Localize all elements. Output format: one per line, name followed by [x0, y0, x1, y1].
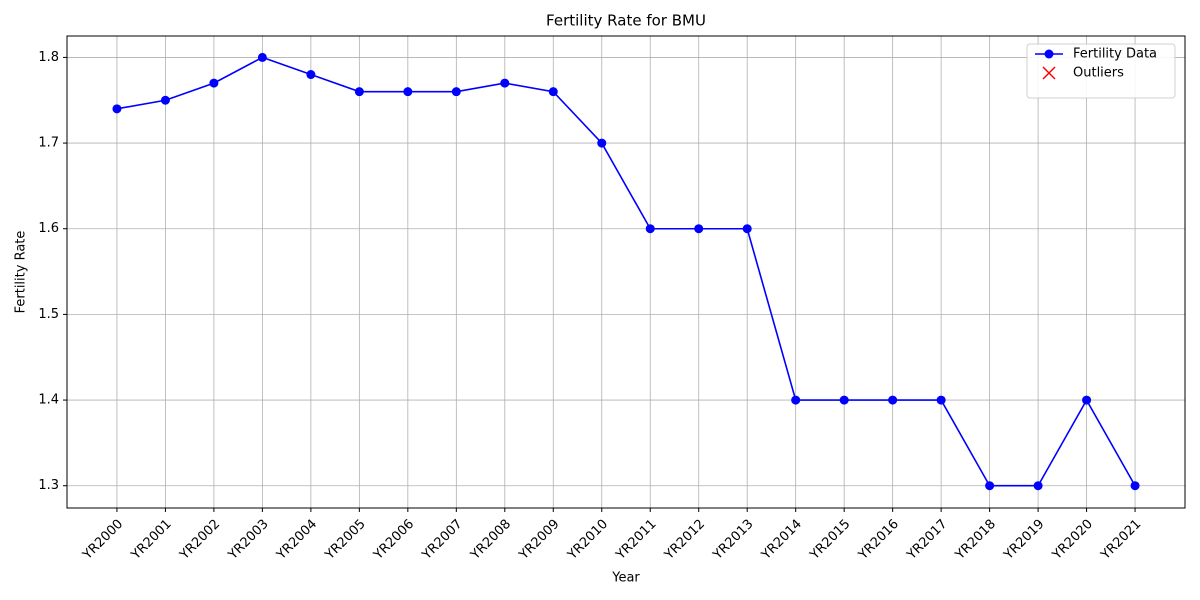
y-axis-label: Fertility Rate — [14, 231, 29, 314]
data-point — [1033, 481, 1043, 491]
data-point — [791, 395, 801, 405]
data-point — [500, 78, 510, 88]
data-point — [839, 395, 849, 405]
chart-title: Fertility Rate for BMU — [546, 12, 706, 30]
legend-box — [1026, 43, 1176, 99]
data-point — [742, 224, 752, 234]
data-point — [597, 138, 607, 148]
data-line — [116, 56, 1136, 487]
y-tick-label: 1.6 — [38, 221, 59, 236]
data-point — [1082, 395, 1092, 405]
data-point — [645, 224, 655, 234]
data-point — [1130, 481, 1140, 491]
legend-marker-stroke — [1042, 66, 1056, 80]
data-point — [936, 395, 946, 405]
data-point — [985, 481, 995, 491]
y-tick-label: 1.5 — [38, 307, 59, 322]
legend-label: Outliers — [1073, 66, 1124, 81]
data-point — [694, 224, 704, 234]
y-tick-label: 1.4 — [38, 393, 59, 408]
data-point — [403, 87, 413, 97]
legend: Fertility Data Outliers — [1026, 43, 1176, 99]
data-point — [888, 395, 898, 405]
y-tick-label: 1.7 — [38, 136, 59, 151]
data-point — [209, 78, 219, 88]
legend-marker — [1044, 49, 1054, 59]
plot-frame — [66, 35, 1186, 509]
data-point — [548, 87, 558, 97]
data-point — [257, 52, 267, 62]
y-tick-label: 1.3 — [38, 478, 59, 493]
data-point — [160, 95, 170, 105]
data-point — [354, 87, 364, 97]
y-tick-label: 1.8 — [38, 50, 59, 65]
data-point — [451, 87, 461, 97]
data-point — [306, 70, 316, 80]
x-axis-label: Year — [611, 571, 640, 586]
legend-marker — [1042, 66, 1056, 80]
data-point — [112, 104, 122, 114]
legend-label: Fertility Data — [1073, 47, 1157, 62]
